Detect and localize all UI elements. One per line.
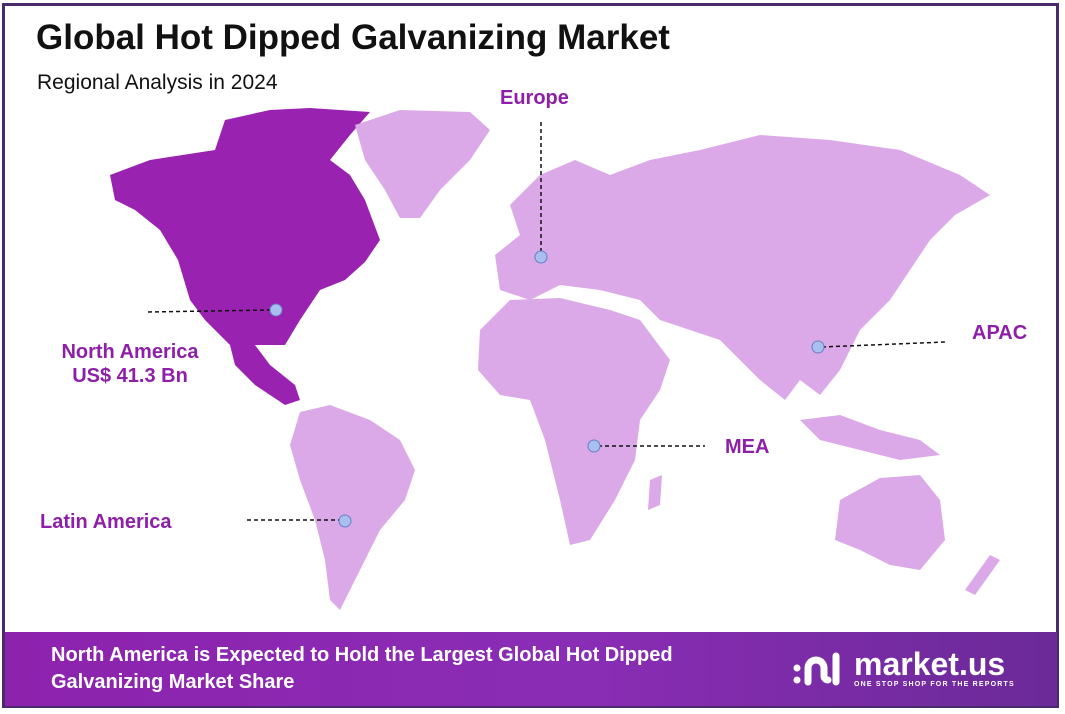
page-subtitle: Regional Analysis in 2024 <box>37 71 278 94</box>
label-north-america: North America US$ 41.3 Bn <box>30 340 230 388</box>
label-apac: APAC <box>972 322 1028 344</box>
marker-europe <box>534 250 548 264</box>
label-europe: Europe <box>500 87 569 109</box>
logo-mark-icon <box>793 652 840 686</box>
market-us-logo: market.us ONE STOP SHOP FOR THE REPORTS <box>790 646 1015 690</box>
frame-border <box>2 3 1059 708</box>
logo-tagline: ONE STOP SHOP FOR THE REPORTS <box>854 680 1015 688</box>
region-se-asia <box>800 415 940 460</box>
label-latin-america: Latin America <box>40 511 172 533</box>
marker-mea <box>587 439 601 453</box>
region-north-america <box>110 108 380 405</box>
marker-apac <box>811 340 825 354</box>
region-greenland <box>355 110 490 218</box>
label-north-america-value: US$ 41.3 Bn <box>72 365 188 387</box>
region-mea <box>478 298 670 545</box>
region-europe-asia <box>495 135 990 400</box>
leader-north-america <box>147 309 271 313</box>
marker-north-america <box>269 303 283 317</box>
logo-name: market.us <box>854 645 1006 682</box>
region-australia <box>835 475 945 570</box>
region-new-zealand <box>965 555 1000 595</box>
region-madagascar <box>648 475 662 510</box>
page-title: Global Hot Dipped Galvanizing Market <box>36 18 670 57</box>
marker-latin-america <box>338 514 352 528</box>
label-mea: MEA <box>725 436 770 458</box>
footer-banner: North America is Expected to Hold the La… <box>5 632 1057 706</box>
label-north-america-name: North America <box>61 341 199 363</box>
region-latin-america <box>290 405 415 610</box>
banner-text: North America is Expected to Hold the La… <box>51 644 673 693</box>
